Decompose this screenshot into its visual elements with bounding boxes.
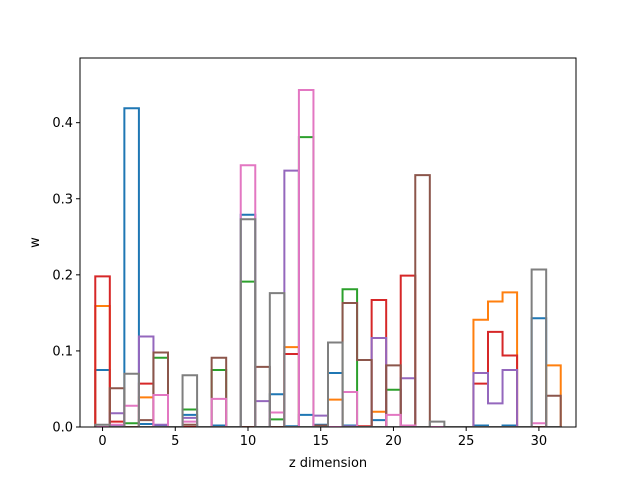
plot-area	[94, 88, 562, 427]
x-tick-label: 30	[531, 434, 548, 449]
axes: 0 5 10 15 20 25 30 0.0 0.1 0.2 0.3 0.4	[52, 57, 577, 449]
y-tick-label: 0.0	[52, 421, 73, 436]
y-axis-label: w	[28, 237, 43, 248]
y-tick-label: 0.4	[52, 116, 73, 131]
y-tick-label: 0.3	[52, 192, 73, 207]
x-tick-label: 5	[171, 434, 179, 449]
x-axis-label: z dimension	[289, 456, 367, 471]
x-tick-label: 10	[240, 434, 257, 449]
axes-frame	[79, 57, 577, 428]
x-tick-label: 20	[385, 434, 402, 449]
series-6-step-line	[95, 88, 561, 427]
x-tick-label: 0	[98, 434, 106, 449]
y-tick-label: 0.2	[52, 268, 73, 283]
x-tick-label: 25	[458, 434, 475, 449]
x-tick-label: 15	[312, 434, 329, 449]
y-tick-label: 0.1	[52, 344, 73, 359]
